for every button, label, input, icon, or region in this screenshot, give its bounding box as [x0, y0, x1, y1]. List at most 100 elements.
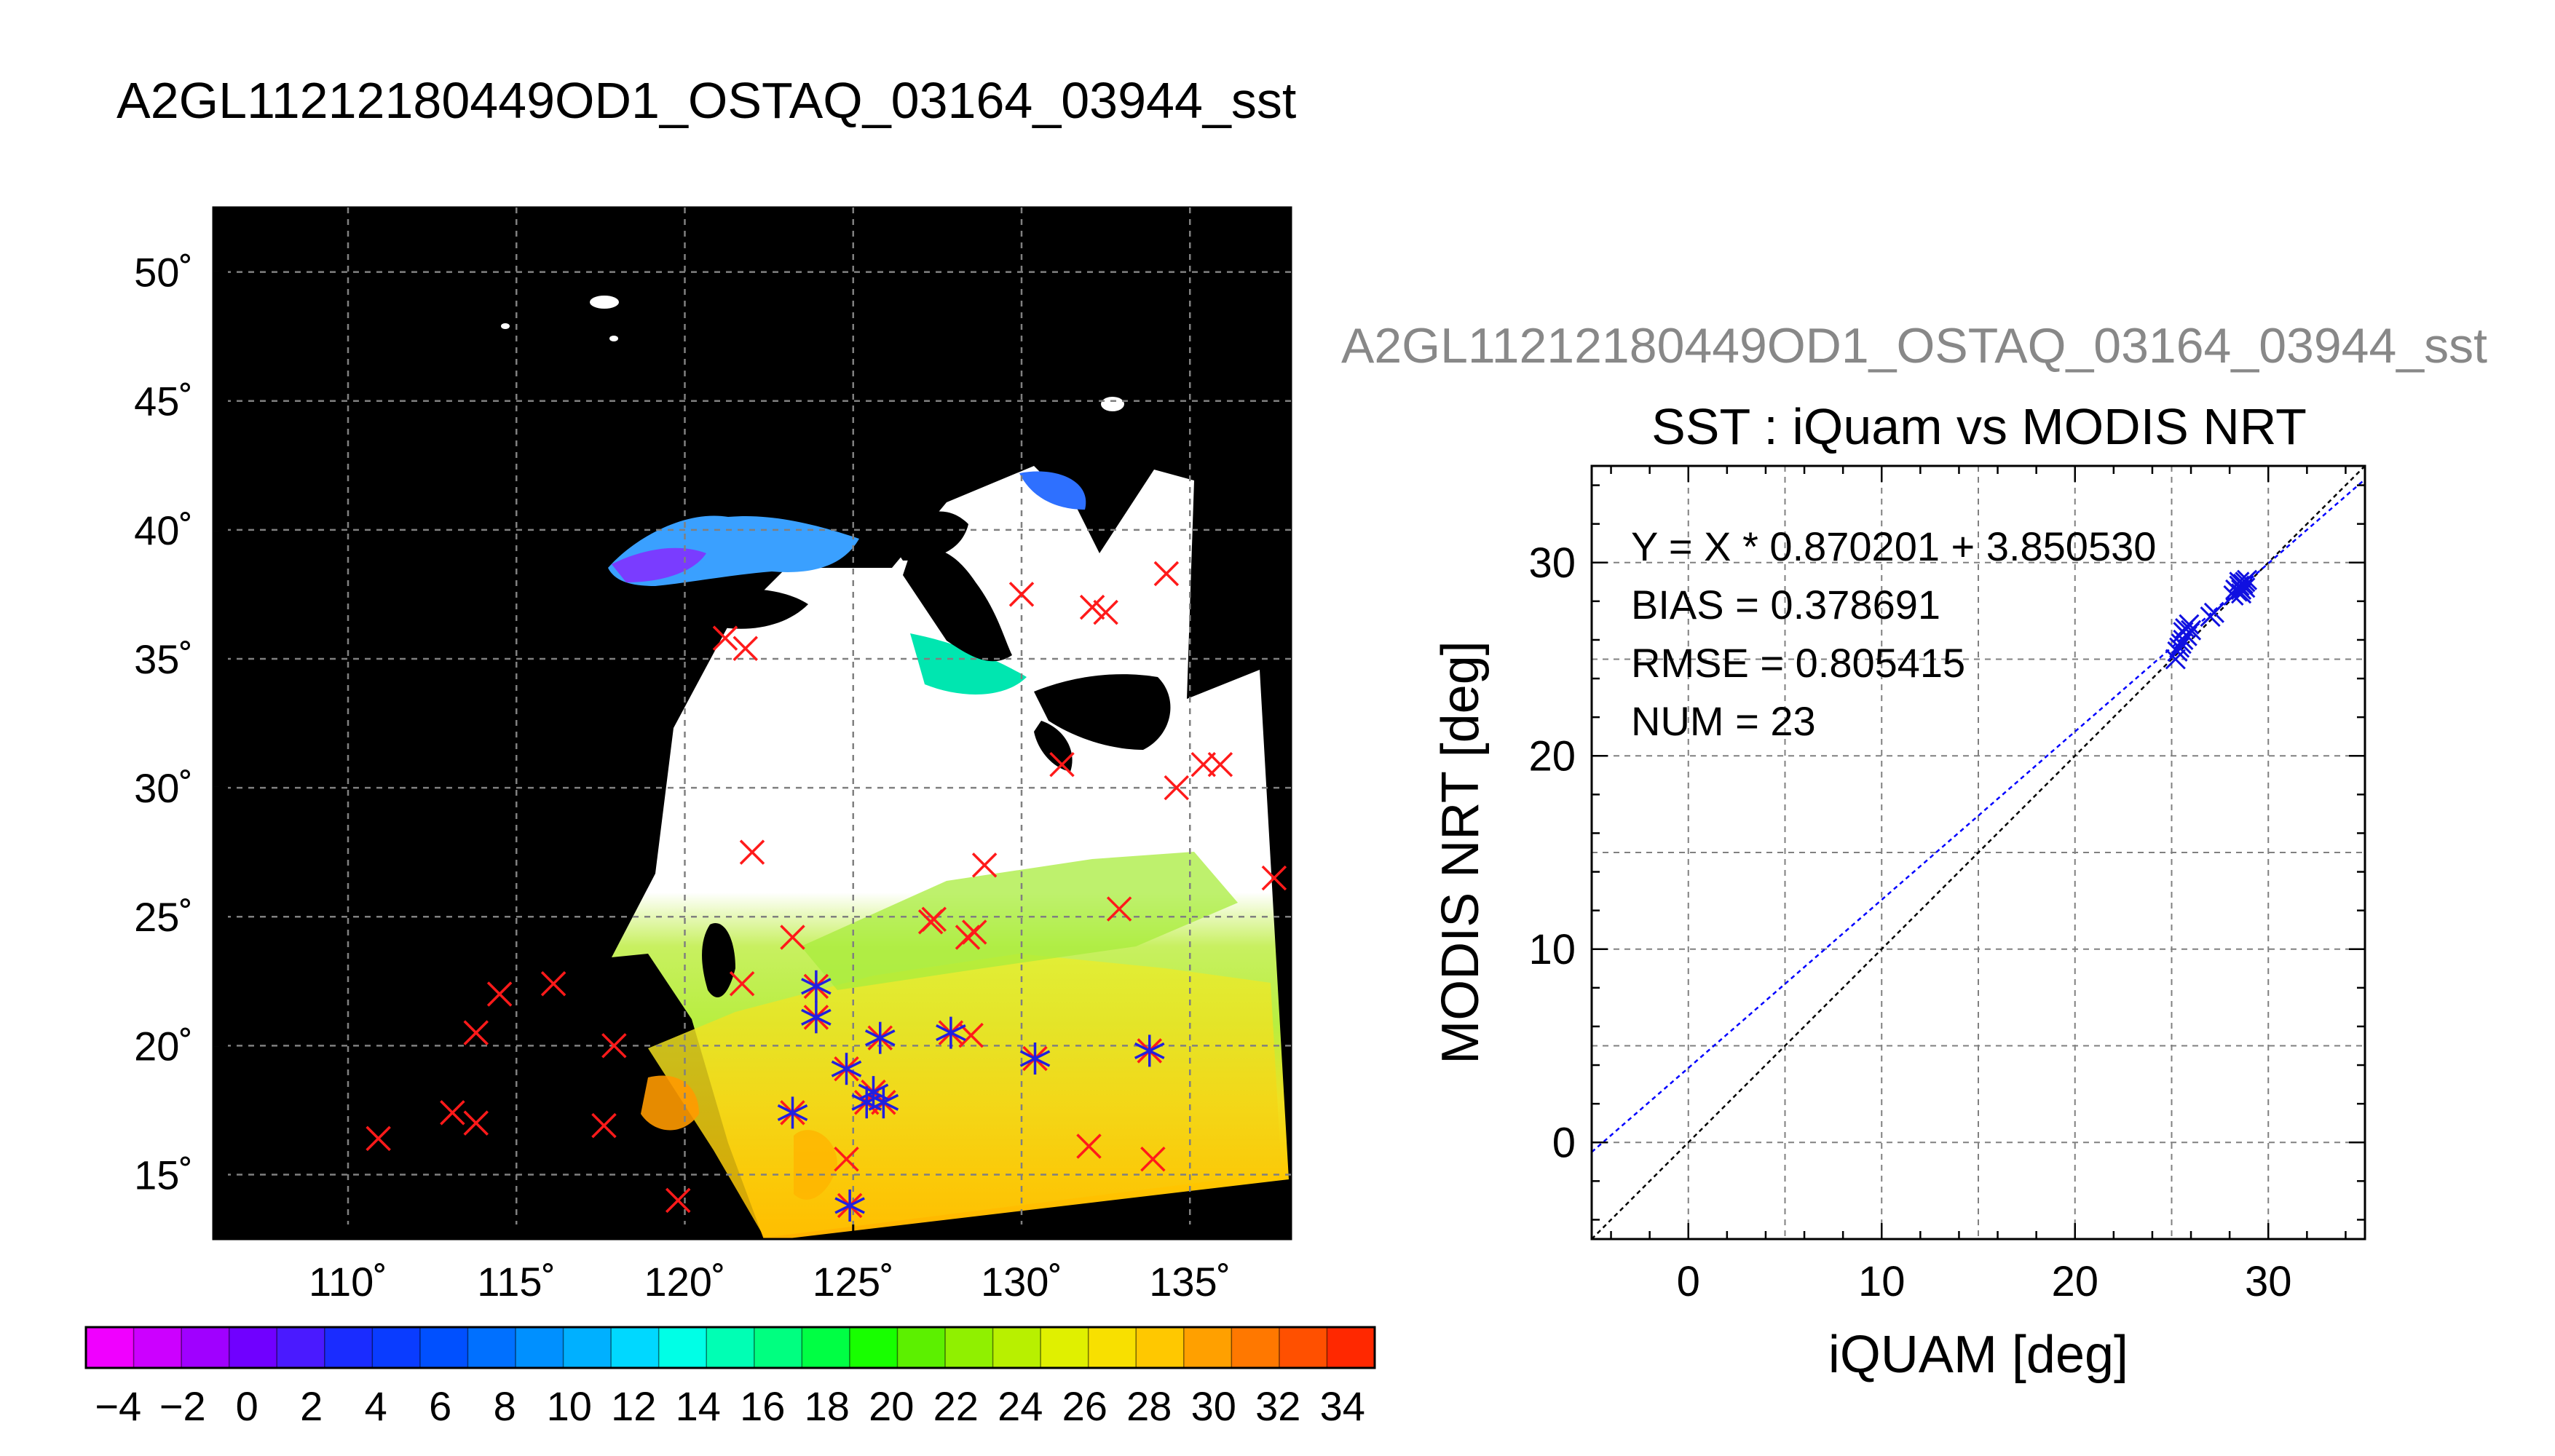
matchup-x-marker — [486, 981, 513, 1007]
matchup-x-marker — [1207, 751, 1233, 778]
scatter-title: SST : iQuam vs MODIS NRT — [1651, 398, 2307, 455]
colorbar-cell — [611, 1327, 660, 1368]
scatter-point-stroke — [2165, 649, 2186, 670]
scatter-point — [2203, 602, 2224, 623]
scatter-points — [2165, 569, 2258, 670]
scatter-y-tick-label: 20 — [1528, 732, 1576, 780]
colorbar-cell — [1088, 1327, 1137, 1368]
matchup-x-marker — [440, 1100, 465, 1125]
colorbar-cell — [467, 1327, 516, 1368]
marker-stroke — [958, 1022, 984, 1048]
matchup-x-marker — [971, 852, 998, 878]
matchup-x-marker — [1079, 594, 1105, 620]
marker-stroke — [1140, 1146, 1166, 1172]
island-snow-3 — [609, 336, 618, 341]
scatter-y-tick-label: 0 — [1552, 1119, 1576, 1166]
stats-rmse: RMSE = 0.805415 — [1631, 640, 1965, 686]
map-lat-label: 30˚ — [134, 765, 193, 811]
colorbar-cell — [1327, 1327, 1375, 1368]
scatter-y-axis-label: MODIS NRT [deg] — [1431, 641, 1490, 1064]
colorbar-cell — [372, 1327, 421, 1368]
map-lon-label: 110˚ — [309, 1259, 387, 1305]
kyushu-landmass — [1034, 721, 1073, 772]
matchup-x-marker — [739, 839, 765, 865]
matchup-x-marker — [962, 919, 987, 945]
insitu-star-marker — [864, 1021, 896, 1054]
matchup-x-marker — [1008, 582, 1035, 607]
map-lon-labels: 110˚ 115˚ 120˚ 125˚ 130˚ 135˚ — [309, 1259, 1231, 1305]
scatter-x-tick-label: 10 — [1858, 1258, 1906, 1305]
scatter-point-stroke — [2180, 620, 2202, 641]
colorbar-tick-label: 28 — [1126, 1383, 1172, 1429]
colorbar-tick-label: −2 — [159, 1383, 206, 1429]
marker-stroke — [834, 1197, 865, 1214]
scatter-gridlines — [1592, 466, 2365, 1239]
colorbar-tick-label: 12 — [611, 1383, 656, 1429]
colorbar-cell — [133, 1327, 182, 1368]
island-snow-4 — [501, 323, 510, 329]
map-lon-label: 130˚ — [981, 1259, 1062, 1305]
scatter-point — [2180, 620, 2202, 641]
marker-stroke — [1207, 751, 1233, 778]
matchup-x-marker — [732, 636, 758, 662]
colorbar-tick-label: −4 — [95, 1383, 141, 1429]
matchup-x-marker — [540, 971, 566, 997]
marker-stroke — [1019, 1050, 1051, 1067]
regression-fit-line — [1591, 478, 2366, 1153]
insitu-star-marker — [801, 1001, 832, 1034]
colorbar-cell — [802, 1327, 850, 1368]
marker-stroke — [729, 971, 755, 997]
stats-num: NUM = 23 — [1631, 698, 1816, 744]
marker-stroke — [1261, 865, 1287, 891]
scatter-point-stroke — [2203, 602, 2224, 623]
map-lat-label: 20˚ — [134, 1023, 193, 1069]
marker-stroke — [801, 1008, 832, 1026]
scatter-plot: 0 10 20 30 0 10 20 30 Y = X * 0.870201 + 3.850… — [1431, 464, 2366, 1384]
scatter-x-tick-label: 20 — [2051, 1258, 2098, 1305]
figure-title: A2GL11212180449OD1_OSTAQ_03164_03944_sst — [117, 72, 1296, 129]
scatter-point — [2229, 571, 2250, 593]
scatter-point-stroke — [2231, 583, 2252, 604]
map-lat-label: 35˚ — [134, 636, 193, 682]
colorbar-cell — [181, 1327, 230, 1368]
scatter-y-tick-label: 30 — [1528, 539, 1576, 587]
marker-stroke — [601, 1033, 627, 1059]
colorbar-cell — [86, 1327, 135, 1368]
marker-stroke — [1134, 1042, 1165, 1059]
colorbar-cell — [706, 1327, 755, 1368]
map-matchup-markers — [366, 561, 1287, 1222]
island-snow-1 — [590, 296, 619, 309]
colorbar: −4 −2 0 2 4 6 8 10 12 14 16 18 20 22 24 26 28 30 32 34 — [84, 1326, 1376, 1429]
korea-landmass — [903, 548, 1012, 662]
map-lat-label: 15˚ — [134, 1152, 193, 1198]
scatter-point-stroke — [2229, 571, 2250, 593]
marker-stroke — [1153, 561, 1180, 587]
marker-stroke — [834, 1146, 859, 1172]
japan-landmass — [1034, 674, 1171, 750]
stats-regression: Y = X * 0.870201 + 3.850530 — [1631, 523, 2156, 569]
colorbar-tick-label: 4 — [365, 1383, 387, 1429]
map-frame — [212, 206, 1292, 1241]
colorbar-cell — [516, 1327, 564, 1368]
colorbar-labels: −4 −2 0 2 4 6 8 10 12 14 16 18 20 22 24 26 28 30 32 34 — [95, 1383, 1365, 1429]
matchup-x-marker — [666, 1187, 691, 1214]
scatter-point — [2179, 614, 2200, 635]
marker-stroke — [1093, 599, 1118, 625]
matchup-x-marker — [463, 1110, 489, 1136]
colorbar-tick-label: 10 — [547, 1383, 592, 1429]
colorbar-cell — [992, 1327, 1041, 1368]
marker-stroke — [1079, 594, 1105, 620]
colorbar-tick-label: 32 — [1255, 1383, 1300, 1429]
marker-stroke — [463, 1110, 489, 1136]
scatter-point-stroke — [2179, 614, 2200, 635]
scatter-supertitle: A2GL11212180449OD1_OSTAQ_03164_03944_sst — [1341, 318, 2487, 373]
marker-stroke — [864, 1029, 896, 1047]
luzon-landmass — [794, 1130, 837, 1200]
island-snow-2 — [1101, 397, 1124, 411]
matchup-x-marker — [1076, 1133, 1102, 1159]
marker-stroke — [591, 1112, 617, 1139]
colorbar-tick-label: 24 — [998, 1383, 1043, 1429]
colorbar-cell — [1279, 1327, 1327, 1368]
map-lat-label: 50˚ — [134, 250, 193, 296]
